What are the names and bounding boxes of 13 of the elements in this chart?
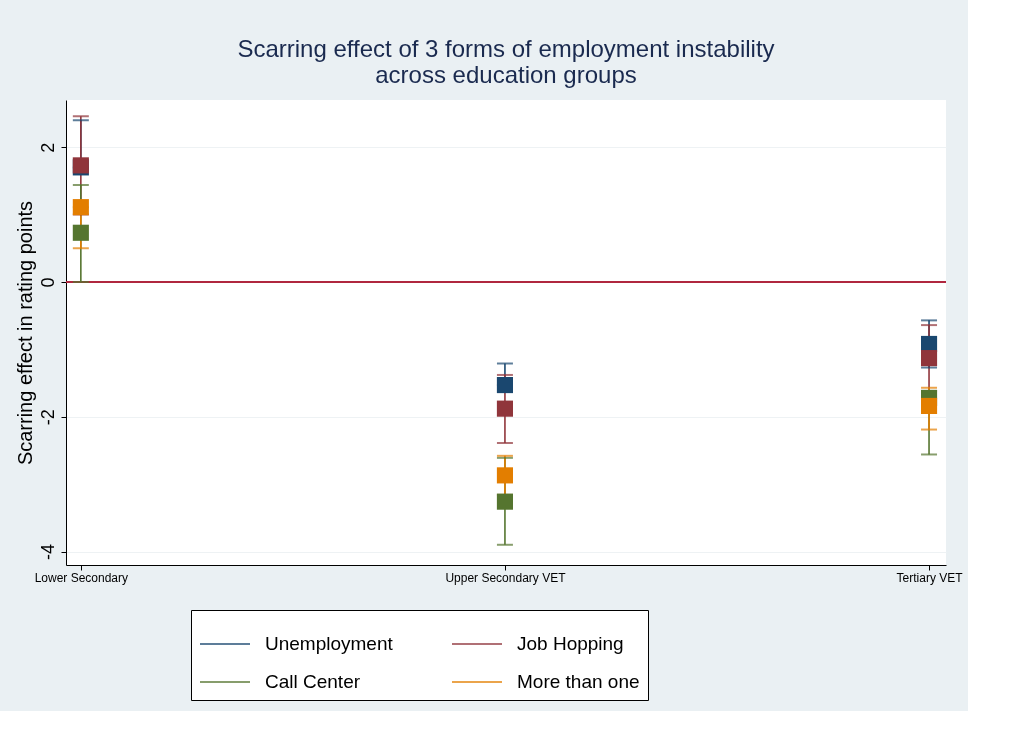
legend-label: Unemployment	[265, 633, 394, 654]
y-tick-label: 0	[37, 277, 58, 288]
y-axis-title: Scarring effect in rating points	[13, 200, 36, 466]
y-tick-label: -2	[37, 409, 58, 426]
legend-label: Call Center	[265, 671, 361, 692]
legend-label: More than one	[517, 671, 640, 692]
x-tick-label: Lower Secondary	[34, 570, 129, 585]
y-tick-label: -4	[37, 544, 58, 561]
y-tick-label: 2	[37, 142, 58, 153]
legend-label: Job Hopping	[517, 633, 624, 654]
chart-title: Scarring effect of 3 forms of employment instability across education groups	[237, 35, 775, 88]
x-tick-label: Tertiary VET	[896, 570, 964, 585]
x-tick-label: Upper Secondary VET	[445, 570, 567, 585]
